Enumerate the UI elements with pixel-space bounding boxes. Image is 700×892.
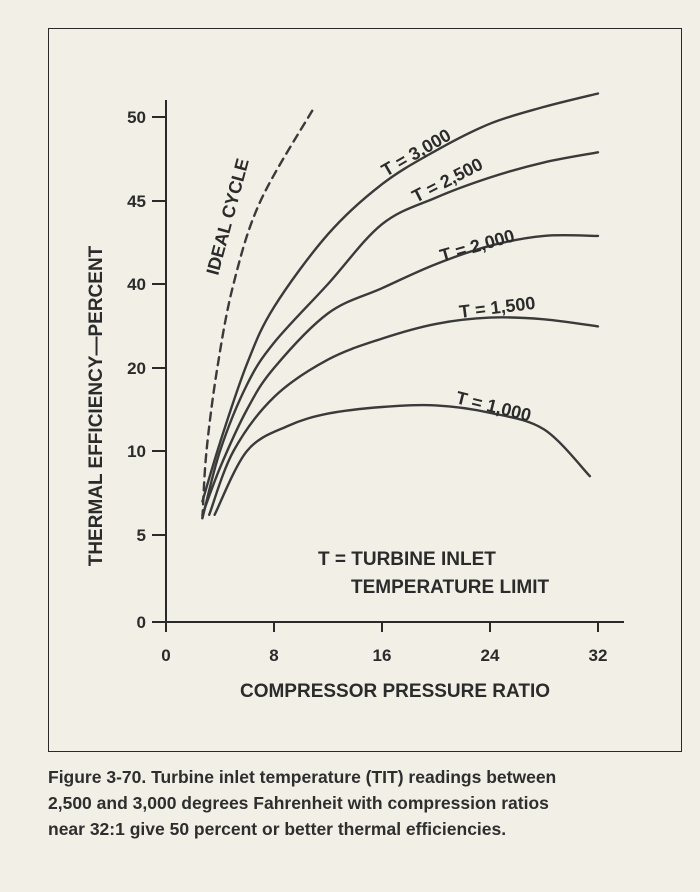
y-tick-label: 10 [127,442,146,461]
figure-caption: Figure 3-70. Turbine inlet temperature (… [48,764,688,842]
curve-label-t-1000: T = 1,000 [454,387,533,425]
chart-plot: 0 8 16 24 32 0 5 10 20 40 45 50 COMPRESSOR PRESSUR… [86,92,624,702]
series-line-t-3-000 [201,92,600,503]
series-line-t-1-500 [208,316,600,516]
series-line-t-2-500 [201,151,600,520]
y-tick-label: 5 [137,526,146,545]
curve-label-ideal-cycle: IDEAL CYCLE [203,156,253,277]
series-line-ideal-cycle [201,105,316,520]
x-tick-label: 24 [481,646,500,665]
y-tick-label: 40 [127,275,146,294]
x-ticks: 0 8 16 24 32 [161,622,607,665]
y-axis-label: THERMAL EFFICIENCY—PERCENT [86,245,107,566]
y-tick-label: 20 [127,359,146,378]
x-tick-label: 8 [269,646,278,665]
series-line-t-2-000 [201,233,600,516]
x-tick-label: 16 [373,646,392,665]
series-group [201,92,600,520]
y-tick-label: 50 [127,108,146,127]
x-tick-label: 32 [589,646,608,665]
y-ticks: 0 5 10 20 40 45 50 [127,108,166,632]
series-line-t-1-000 [213,403,592,516]
caption-line-1: Figure 3-70. Turbine inlet temperature (… [48,767,557,787]
x-axis-label: COMPRESSOR PRESSURE RATIO [240,681,550,702]
caption-line-3: near 32:1 give 50 percent or better ther… [48,819,507,839]
annotation-line-1: T = TURBINE INLET [318,549,496,570]
y-tick-label: 0 [137,613,146,632]
caption-line-2: 2,500 and 3,000 degrees Fahrenheit with … [48,793,549,813]
x-tick-label: 0 [161,646,170,665]
curve-label-t-2000: T = 2,000 [438,226,517,266]
y-tick-label: 45 [127,192,146,211]
annotation-line-2: TEMPERATURE LIMIT [351,577,549,598]
curve-label-t-2500: T = 2,500 [409,154,486,207]
figure-frame [48,28,682,752]
